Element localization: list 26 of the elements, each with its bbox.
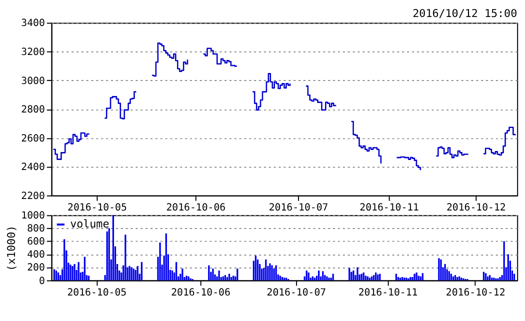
x-tick-label: 2016-10-07 bbox=[268, 202, 328, 214]
y-tick-label: 400 bbox=[27, 250, 45, 261]
x-tick-label: 2016-10-11 bbox=[358, 288, 418, 299]
y-tick-label: 200 bbox=[27, 262, 45, 274]
y-tick-label: 2400 bbox=[21, 162, 45, 174]
y-tick-label: 2600 bbox=[21, 133, 45, 144]
y-tick-label: 2200 bbox=[21, 190, 45, 202]
x-tick-label: 2016-10-05 bbox=[68, 202, 127, 214]
y-tick-label: 0 bbox=[38, 276, 45, 287]
y-tick-label: 800 bbox=[27, 224, 45, 235]
y-tick-label: 600 bbox=[27, 236, 45, 248]
text: 2016/10/12 15:00 bbox=[412, 6, 518, 20]
y-tick-label: 3400 bbox=[21, 18, 45, 30]
x-tick-label: 2016-10-05 bbox=[67, 288, 127, 299]
legend-label: volume bbox=[70, 218, 110, 230]
y-tick-label: 1000 bbox=[21, 210, 45, 222]
x-tick-label: 2016-10-06 bbox=[166, 202, 226, 214]
x-tick-label: 2016-10-11 bbox=[360, 202, 420, 214]
y-tick-label: 2800 bbox=[21, 104, 45, 116]
y-tick-label: 3200 bbox=[21, 46, 45, 58]
x-tick-label: 2016-10-12 bbox=[446, 288, 506, 299]
y-tick-label: 3000 bbox=[21, 76, 45, 87]
x-tick-label: 2016-10-12 bbox=[446, 202, 506, 214]
x-tick-label: 2016-10-06 bbox=[171, 288, 230, 299]
y-axis-title: (x1000) bbox=[5, 225, 18, 272]
x-tick-label: 2016-10-07 bbox=[266, 288, 326, 299]
